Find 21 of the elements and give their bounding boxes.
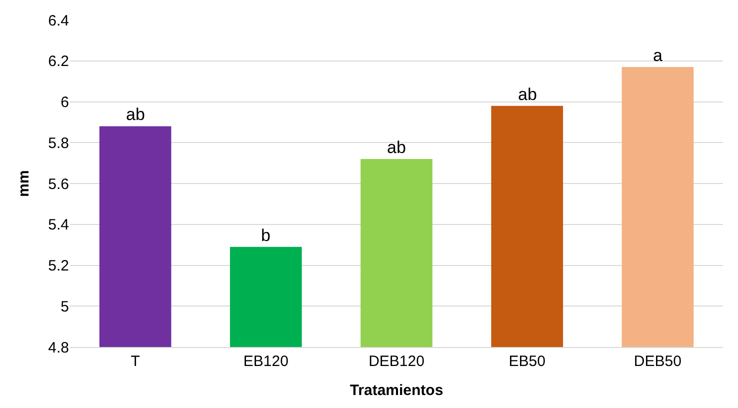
x-tick-label: DEB120: [368, 353, 424, 370]
x-tick-label: EB50: [508, 353, 546, 370]
annotation: ab: [126, 105, 145, 124]
y-tick-label: 5.8: [48, 134, 69, 152]
x-axis-title: Tratamientos: [350, 382, 444, 399]
y-tick-label: 6.2: [48, 53, 69, 70]
x-tick-label: EB120: [243, 353, 288, 370]
annotation: b: [261, 226, 270, 245]
y-tick-label: 6.4: [48, 12, 69, 30]
y-axis-title: mm: [15, 170, 32, 197]
y-tick-label: 5.4: [48, 216, 69, 234]
y-tick-label: 6: [60, 94, 69, 111]
y-tick-label: 4.8: [48, 339, 69, 356]
y-tick-label: 5.2: [48, 258, 69, 274]
y-tick-label: 5.6: [48, 176, 69, 193]
y-tick-label: 5: [60, 298, 69, 316]
annotation: ab: [387, 138, 406, 157]
x-tick-label: T: [130, 353, 140, 370]
annotation: a: [653, 46, 663, 65]
x-tick-label: DEB50: [634, 353, 682, 370]
annotation: ab: [518, 85, 537, 104]
